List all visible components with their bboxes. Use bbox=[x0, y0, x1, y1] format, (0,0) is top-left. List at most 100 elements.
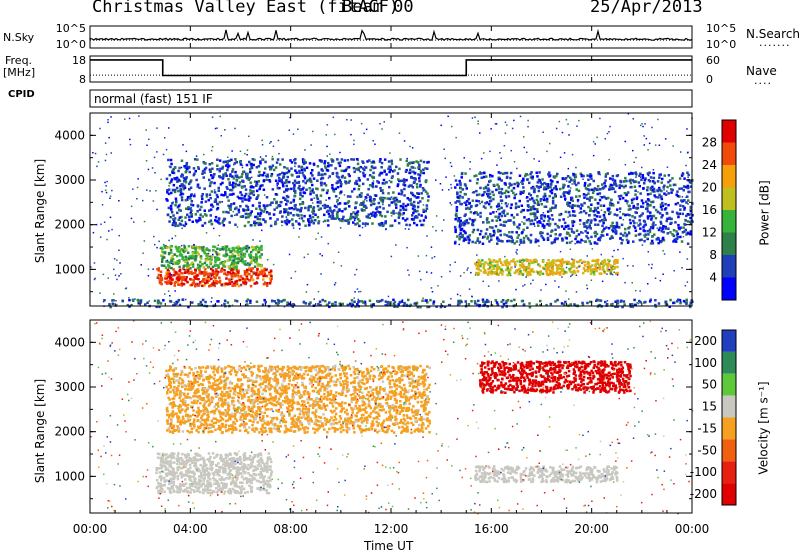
scatter-cell bbox=[395, 212, 397, 214]
data-cell bbox=[674, 221, 677, 224]
data-cell bbox=[256, 221, 259, 225]
data-cell bbox=[679, 204, 682, 207]
data-cell bbox=[338, 217, 341, 221]
data-cell bbox=[174, 280, 178, 284]
data-cell bbox=[265, 268, 268, 272]
data-cell bbox=[185, 264, 189, 267]
data-cell bbox=[262, 484, 265, 487]
data-cell bbox=[559, 261, 563, 265]
data-cell bbox=[527, 204, 530, 207]
data-cell bbox=[215, 252, 219, 255]
data-cell bbox=[595, 262, 598, 266]
data-cell bbox=[640, 238, 643, 241]
data-cell bbox=[479, 211, 482, 215]
data-cell bbox=[513, 223, 516, 226]
data-cell bbox=[570, 196, 574, 200]
data-cell bbox=[344, 169, 347, 172]
data-cell bbox=[183, 186, 187, 190]
data-cell bbox=[651, 226, 655, 230]
data-cell bbox=[568, 211, 571, 214]
data-cell bbox=[171, 278, 174, 281]
data-cell bbox=[180, 175, 183, 178]
data-cell bbox=[586, 265, 590, 269]
scatter-cell bbox=[479, 132, 481, 134]
data-cell bbox=[396, 200, 400, 203]
data-cell bbox=[685, 301, 688, 304]
data-cell bbox=[293, 179, 297, 182]
data-cell bbox=[190, 283, 194, 287]
scatter-cell bbox=[622, 257, 624, 260]
data-cell bbox=[392, 209, 395, 213]
data-cell bbox=[522, 304, 526, 307]
data-cell bbox=[660, 222, 663, 225]
scatter-cell bbox=[617, 248, 619, 251]
data-cell bbox=[580, 231, 583, 234]
scatter-cell bbox=[521, 221, 523, 223]
data-cell bbox=[195, 178, 198, 182]
data-cell bbox=[168, 220, 171, 223]
scatter-cell bbox=[185, 150, 188, 153]
data-cell bbox=[194, 283, 198, 286]
data-cell bbox=[422, 160, 426, 164]
data-cell bbox=[276, 158, 280, 161]
data-cell bbox=[340, 169, 343, 172]
scatter-cell bbox=[211, 146, 214, 148]
data-cell bbox=[486, 221, 489, 224]
data-cell bbox=[454, 186, 457, 189]
data-cell bbox=[683, 177, 686, 180]
scatter-cell bbox=[354, 216, 357, 218]
data-cell bbox=[498, 212, 501, 216]
data-cell bbox=[392, 298, 395, 302]
data-cell bbox=[526, 272, 529, 276]
scatter-cell bbox=[403, 140, 406, 142]
data-cell bbox=[146, 301, 149, 304]
data-cell bbox=[290, 187, 293, 191]
data-cell bbox=[215, 479, 218, 483]
data-cell bbox=[568, 201, 572, 205]
scatter-cell bbox=[525, 197, 528, 199]
data-cell bbox=[289, 211, 292, 215]
scatter-cell bbox=[297, 128, 299, 130]
data-cell bbox=[588, 240, 591, 243]
data-cell bbox=[303, 169, 306, 172]
data-cell bbox=[389, 224, 392, 228]
data-cell bbox=[486, 183, 490, 187]
data-cell bbox=[397, 192, 401, 195]
data-cell bbox=[424, 299, 427, 302]
data-cell bbox=[566, 191, 570, 194]
scatter-cell bbox=[108, 136, 110, 139]
data-cell bbox=[521, 182, 524, 185]
data-cell bbox=[354, 212, 357, 216]
data-cell bbox=[296, 175, 299, 179]
data-cell bbox=[232, 268, 235, 271]
scatter-cell bbox=[264, 281, 266, 283]
scatter-cell bbox=[221, 284, 223, 286]
data-cell bbox=[210, 203, 213, 207]
data-cell bbox=[517, 182, 520, 186]
data-cell bbox=[202, 465, 205, 468]
data-cell bbox=[282, 172, 286, 175]
scatter-cell bbox=[248, 246, 250, 249]
data-cell bbox=[278, 177, 281, 180]
data-cell bbox=[320, 159, 323, 163]
data-cell bbox=[180, 159, 184, 162]
data-cell bbox=[181, 298, 185, 301]
scatter-cell bbox=[313, 298, 315, 300]
data-cell bbox=[292, 187, 296, 190]
data-cell bbox=[192, 173, 196, 177]
data-cell bbox=[632, 240, 635, 243]
data-cell bbox=[506, 273, 509, 277]
data-cell bbox=[254, 468, 258, 472]
data-cell bbox=[399, 204, 403, 208]
data-cell bbox=[548, 217, 551, 220]
data-cell bbox=[232, 249, 235, 252]
data-cell bbox=[496, 230, 500, 233]
data-cell bbox=[216, 195, 219, 199]
data-cell bbox=[516, 236, 519, 239]
scatter-cell bbox=[582, 178, 584, 180]
data-cell bbox=[620, 184, 624, 188]
data-cell bbox=[271, 164, 275, 167]
data-cell bbox=[615, 223, 619, 227]
scatter-cell bbox=[689, 222, 692, 224]
data-cell bbox=[537, 185, 541, 189]
